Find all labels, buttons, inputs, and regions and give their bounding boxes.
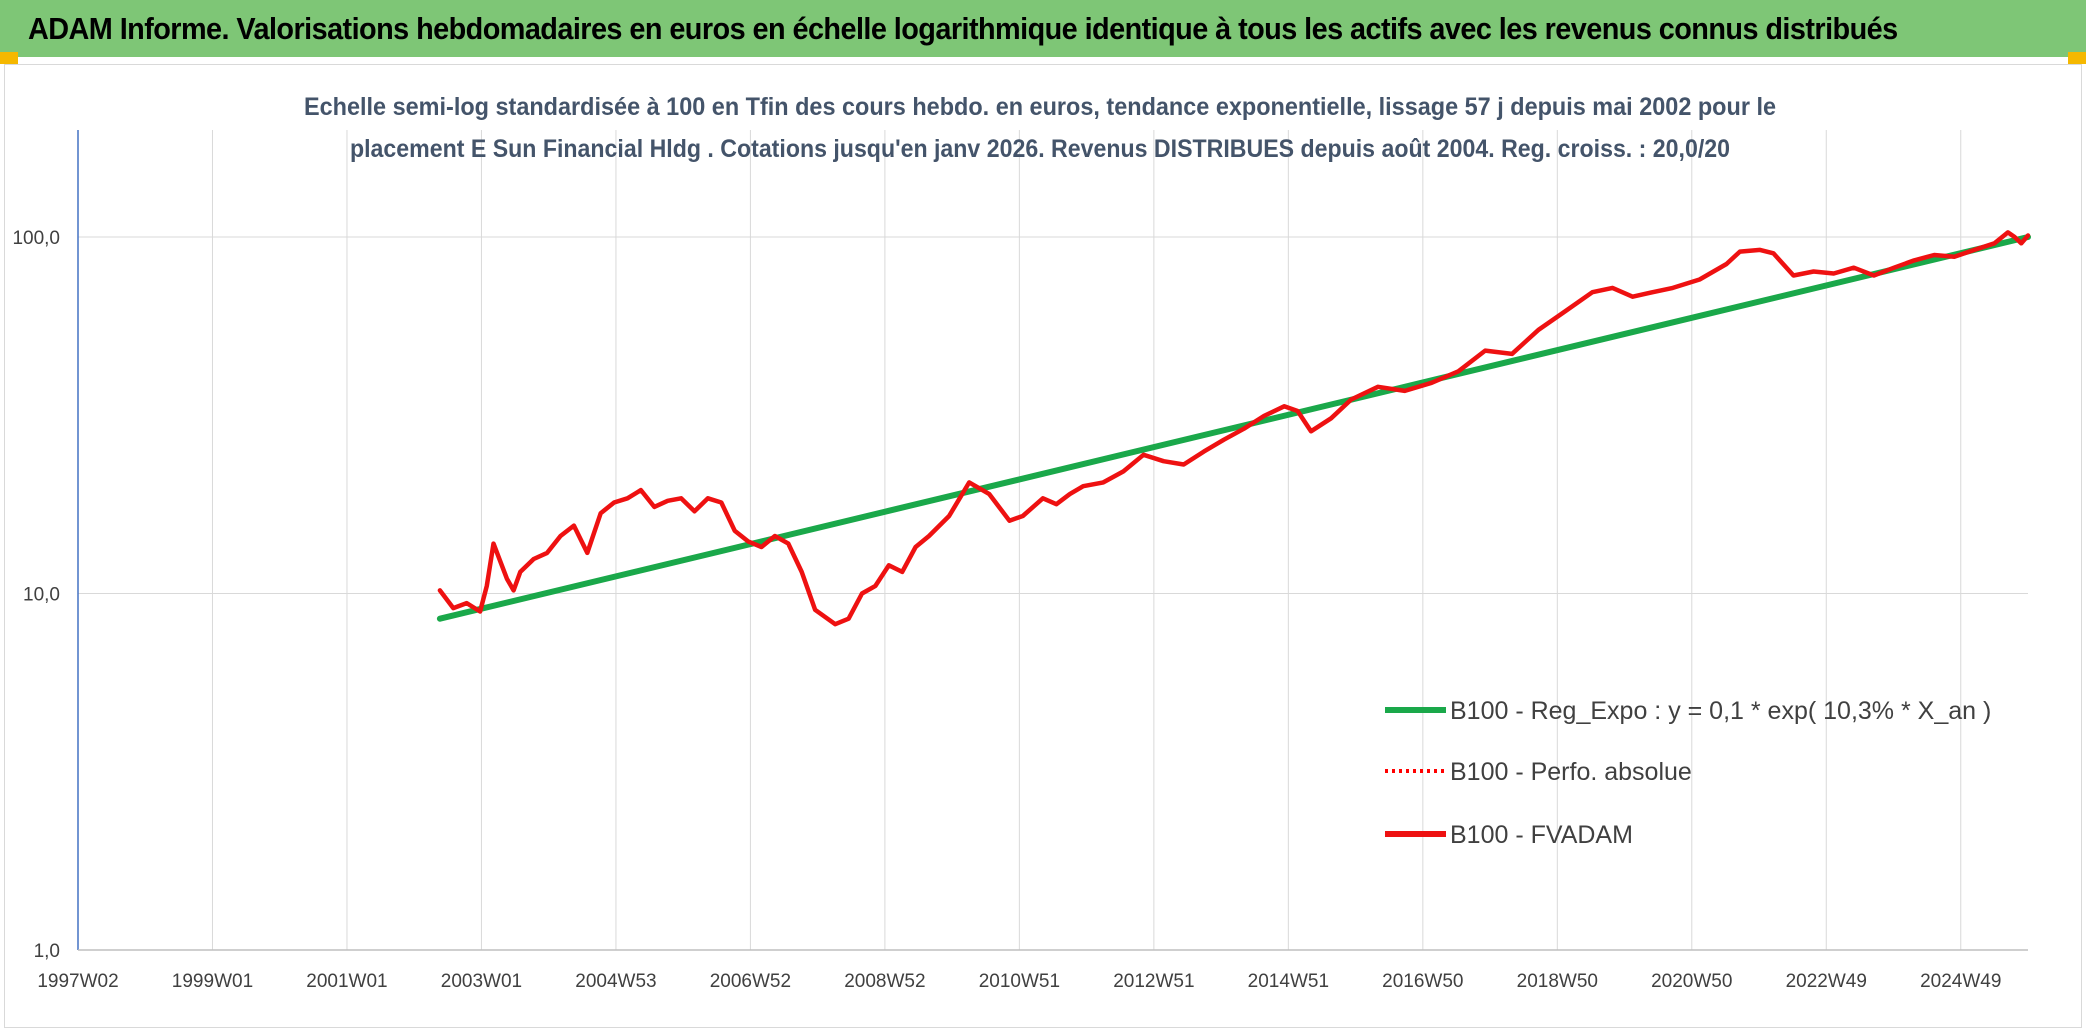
x-tick-label: 2012W51 <box>1113 971 1194 992</box>
x-tick-label: 2001W01 <box>306 971 387 992</box>
chart-title: Echelle semi-log standardisée à 100 en T… <box>304 93 1776 163</box>
y-tick-label: 10,0 <box>23 585 60 606</box>
x-tick-label: 2003W01 <box>441 971 522 992</box>
x-tick-label: 1997W02 <box>37 971 118 992</box>
chart-title-line: Echelle semi-log standardisée à 100 en T… <box>304 93 1776 121</box>
chart-title-line: placement E Sun Financial Hldg . Cotatio… <box>350 135 1730 163</box>
legend: B100 - Reg_Expo : y = 0,1 * exp( 10,3% *… <box>1385 697 1991 849</box>
series-line-fvadam <box>437 230 2031 627</box>
x-tick-label: 2022W49 <box>1786 971 1867 992</box>
x-tick-label: 1999W01 <box>172 971 253 992</box>
y-tick-label: 1,0 <box>34 941 60 962</box>
corner-accent-right <box>2068 52 2086 64</box>
corner-accent-left <box>0 52 18 64</box>
x-tick-label: 2014W51 <box>1248 971 1329 992</box>
x-tick-label: 2016W50 <box>1382 971 1463 992</box>
header-bar: ADAM Informe. Valorisations hebdomadaire… <box>0 0 2086 57</box>
x-tick-label: 2006W52 <box>710 971 791 992</box>
x-tick-label: 2010W51 <box>979 971 1060 992</box>
x-tick-label: 2004W53 <box>575 971 656 992</box>
legend-label: B100 - Reg_Expo : y = 0,1 * exp( 10,3% *… <box>1450 697 1991 725</box>
series-layer <box>436 230 2031 627</box>
page-title: ADAM Informe. Valorisations hebdomadaire… <box>28 10 1898 46</box>
y-tick-label: 100,0 <box>12 228 60 249</box>
x-tick-label: 2018W50 <box>1517 971 1598 992</box>
legend-label: B100 - FVADAM <box>1450 821 1633 849</box>
chart-frame <box>4 64 2082 1028</box>
legend-label: B100 - Perfo. absolue <box>1450 758 1692 786</box>
x-tick-label: 2020W50 <box>1651 971 1732 992</box>
axes: 1,0 10,0 100,0 1997W02 1999W01 2001W01 2003W01… <box>12 130 2028 992</box>
x-tick-label: 2008W52 <box>844 971 925 992</box>
series-line-reg-expo <box>436 234 2031 622</box>
x-tick-label: 2024W49 <box>1920 971 2001 992</box>
